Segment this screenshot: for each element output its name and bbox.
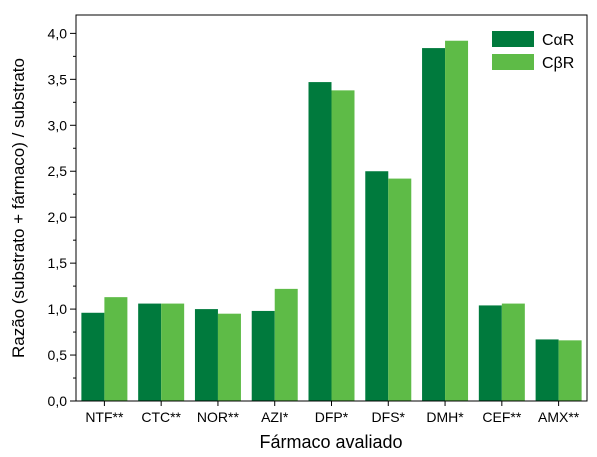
bar-cbeta-azi (274, 288, 298, 401)
bar-calfa-dmh (422, 48, 446, 401)
x-tick-label: DMH* (426, 409, 464, 425)
bar-calfa-azi (251, 310, 275, 401)
y-axis: 0,0 0,5 1,0 1,5 2,0 2,5 3,0 3,5 4,0 (48, 25, 76, 409)
x-tick-label: DFP* (315, 409, 349, 425)
bars-layer (81, 40, 582, 401)
bar-calfa-dfp (308, 82, 332, 401)
y-tick-label: 1,5 (48, 255, 68, 271)
legend-swatch-calfa (492, 31, 534, 47)
bar-cbeta-cef (501, 303, 525, 401)
bar-cbeta-dfp (331, 90, 355, 401)
bar-calfa-ctc (138, 303, 162, 401)
x-tick-label: AMX** (538, 409, 580, 425)
y-axis-title: Razão (substrato + fármaco) / substrato (9, 58, 28, 358)
y-tick-label: 4,0 (48, 25, 68, 41)
x-tick-label: CEF** (482, 409, 521, 425)
y-tick-label: 3,5 (48, 71, 68, 87)
bar-cbeta-ntf (104, 297, 128, 401)
bar-cbeta-dmh (445, 40, 469, 401)
bar-calfa-ntf (81, 312, 105, 401)
legend-label-cbeta: CβR (542, 55, 574, 72)
bar-calfa-dfs (365, 171, 389, 401)
x-axis-title: Fármaco avaliado (259, 432, 402, 452)
bar-calfa-nor (194, 309, 218, 401)
x-axis: NTF** CTC** NOR** AZI* DFP* DFS* DMH* CEF** AMX*… (85, 401, 580, 425)
y-tick-label: 2,0 (48, 209, 68, 225)
y-tick-label: 0,5 (48, 347, 68, 363)
bar-cbeta-ctc (161, 303, 185, 401)
bar-calfa-cef (478, 305, 502, 401)
x-tick-label: NOR** (197, 409, 240, 425)
y-tick-label: 1,0 (48, 301, 68, 317)
legend: CαR CβR (492, 31, 574, 72)
bar-cbeta-nor (217, 313, 241, 401)
x-tick-label: NTF** (85, 409, 124, 425)
bar-cbeta-amx (558, 340, 582, 401)
bar-cbeta-dfs (388, 178, 412, 401)
y-tick-label: 3,0 (48, 117, 68, 133)
legend-label-calfa: CαR (542, 32, 574, 49)
y-tick-label: 2,5 (48, 163, 68, 179)
y-tick-label: 0,0 (48, 393, 68, 409)
x-tick-label: DFS* (372, 409, 406, 425)
legend-swatch-cbeta (492, 54, 534, 70)
x-tick-label: CTC** (141, 409, 181, 425)
bar-calfa-amx (535, 339, 559, 401)
x-tick-label: AZI* (261, 409, 289, 425)
